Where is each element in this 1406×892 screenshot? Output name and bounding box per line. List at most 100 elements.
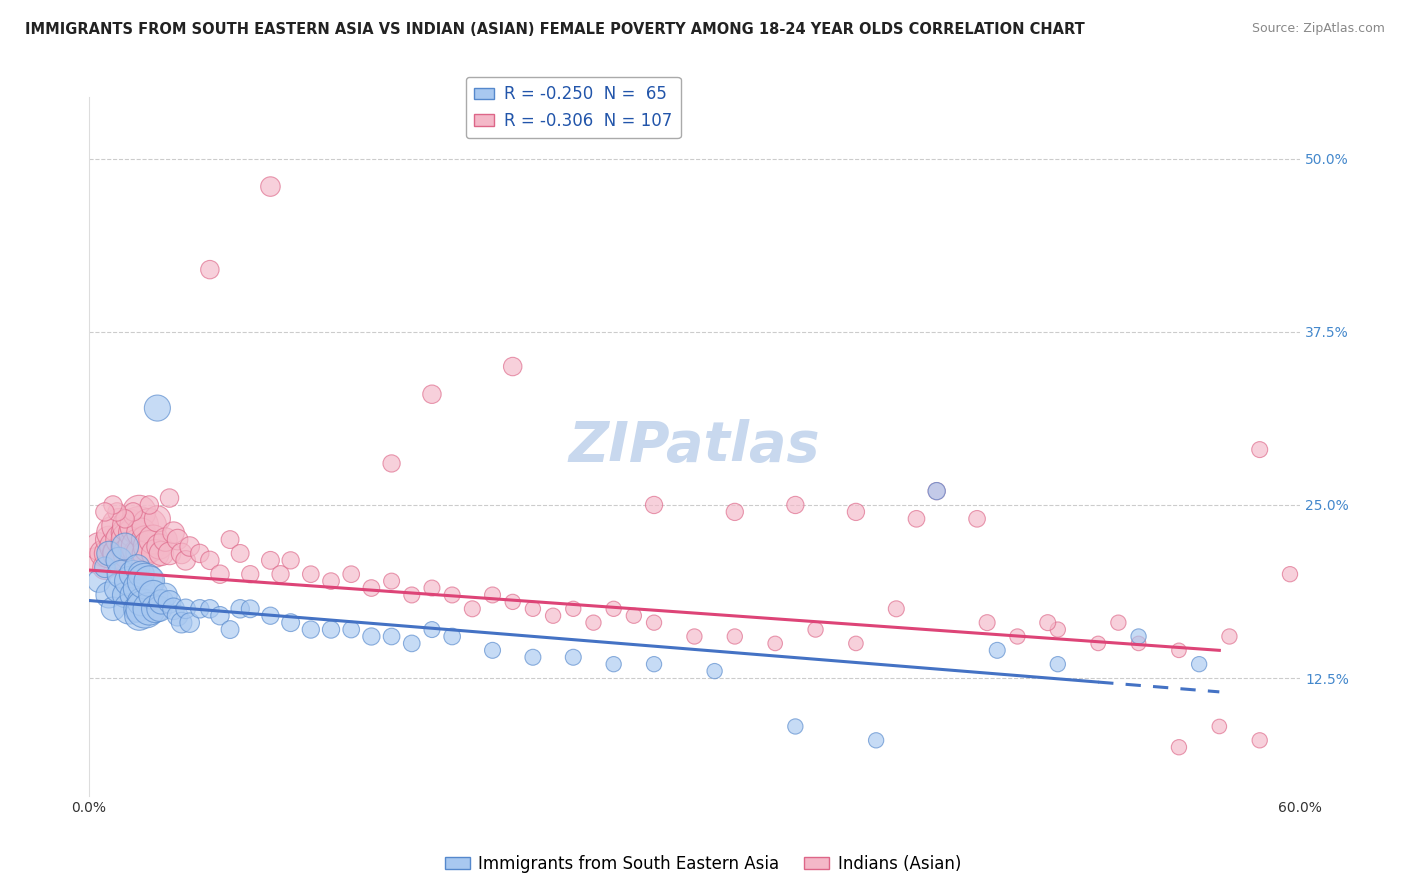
Point	[259, 553, 281, 567]
Point	[703, 664, 725, 678]
Point	[170, 615, 193, 630]
Point	[401, 588, 423, 602]
Point	[118, 574, 141, 588]
Point	[198, 553, 221, 567]
Point	[208, 567, 231, 582]
Point	[259, 179, 281, 194]
Point	[1046, 657, 1069, 672]
Point	[602, 602, 624, 616]
Point	[1107, 615, 1129, 630]
Point	[138, 540, 160, 554]
Point	[229, 546, 252, 560]
Point	[884, 602, 907, 616]
Point	[360, 630, 382, 644]
Point	[97, 533, 120, 547]
Point	[94, 560, 117, 574]
Point	[381, 457, 404, 471]
Point	[108, 581, 131, 595]
Point	[129, 567, 152, 582]
Point	[966, 512, 988, 526]
Point	[108, 518, 131, 533]
Point	[602, 657, 624, 672]
Point	[162, 525, 184, 540]
Point	[208, 608, 231, 623]
Point	[1249, 733, 1271, 747]
Point	[148, 602, 170, 616]
Point	[976, 615, 998, 630]
Point	[270, 567, 292, 582]
Point	[114, 525, 136, 540]
Point	[114, 512, 136, 526]
Point	[138, 498, 160, 512]
Point	[401, 636, 423, 650]
Point	[562, 602, 585, 616]
Point	[1046, 623, 1069, 637]
Point	[319, 574, 342, 588]
Point	[127, 546, 149, 560]
Point	[420, 387, 443, 401]
Point	[101, 498, 124, 512]
Point	[166, 608, 188, 623]
Point	[142, 533, 165, 547]
Text: ZIPatlas: ZIPatlas	[568, 419, 820, 473]
Point	[128, 505, 150, 519]
Point	[340, 567, 363, 582]
Point	[724, 505, 747, 519]
Point	[105, 546, 128, 560]
Point	[91, 546, 114, 560]
Point	[122, 540, 145, 554]
Point	[122, 525, 145, 540]
Point	[1168, 740, 1191, 755]
Point	[845, 636, 868, 650]
Point	[129, 546, 152, 560]
Point	[129, 595, 152, 609]
Point	[155, 588, 177, 602]
Point	[118, 546, 141, 560]
Point	[420, 623, 443, 637]
Point	[299, 623, 322, 637]
Point	[105, 505, 128, 519]
Point	[1036, 615, 1059, 630]
Point	[502, 359, 524, 374]
Point	[804, 623, 827, 637]
Point	[134, 574, 156, 588]
Point	[239, 567, 262, 582]
Point	[360, 581, 382, 595]
Point	[845, 505, 868, 519]
Point	[122, 588, 145, 602]
Point	[643, 657, 665, 672]
Point	[179, 615, 201, 630]
Point	[188, 602, 211, 616]
Point	[108, 546, 131, 560]
Point	[259, 608, 281, 623]
Point	[219, 623, 242, 637]
Text: Source: ZipAtlas.com: Source: ZipAtlas.com	[1251, 22, 1385, 36]
Point	[150, 595, 173, 609]
Point	[785, 498, 807, 512]
Point	[145, 602, 167, 616]
Point	[138, 574, 160, 588]
Point	[150, 546, 173, 560]
Point	[724, 630, 747, 644]
Point	[83, 553, 105, 567]
Point	[441, 588, 464, 602]
Point	[502, 595, 524, 609]
Point	[129, 525, 152, 540]
Point	[683, 630, 706, 644]
Point	[118, 602, 141, 616]
Point	[643, 615, 665, 630]
Point	[441, 630, 464, 644]
Point	[118, 533, 141, 547]
Point	[188, 546, 211, 560]
Point	[97, 546, 120, 560]
Point	[138, 602, 160, 616]
Point	[134, 602, 156, 616]
Point	[94, 560, 117, 574]
Point	[905, 512, 928, 526]
Point	[299, 567, 322, 582]
Point	[118, 518, 141, 533]
Point	[623, 608, 645, 623]
Point	[1278, 567, 1301, 582]
Point	[101, 525, 124, 540]
Point	[97, 546, 120, 560]
